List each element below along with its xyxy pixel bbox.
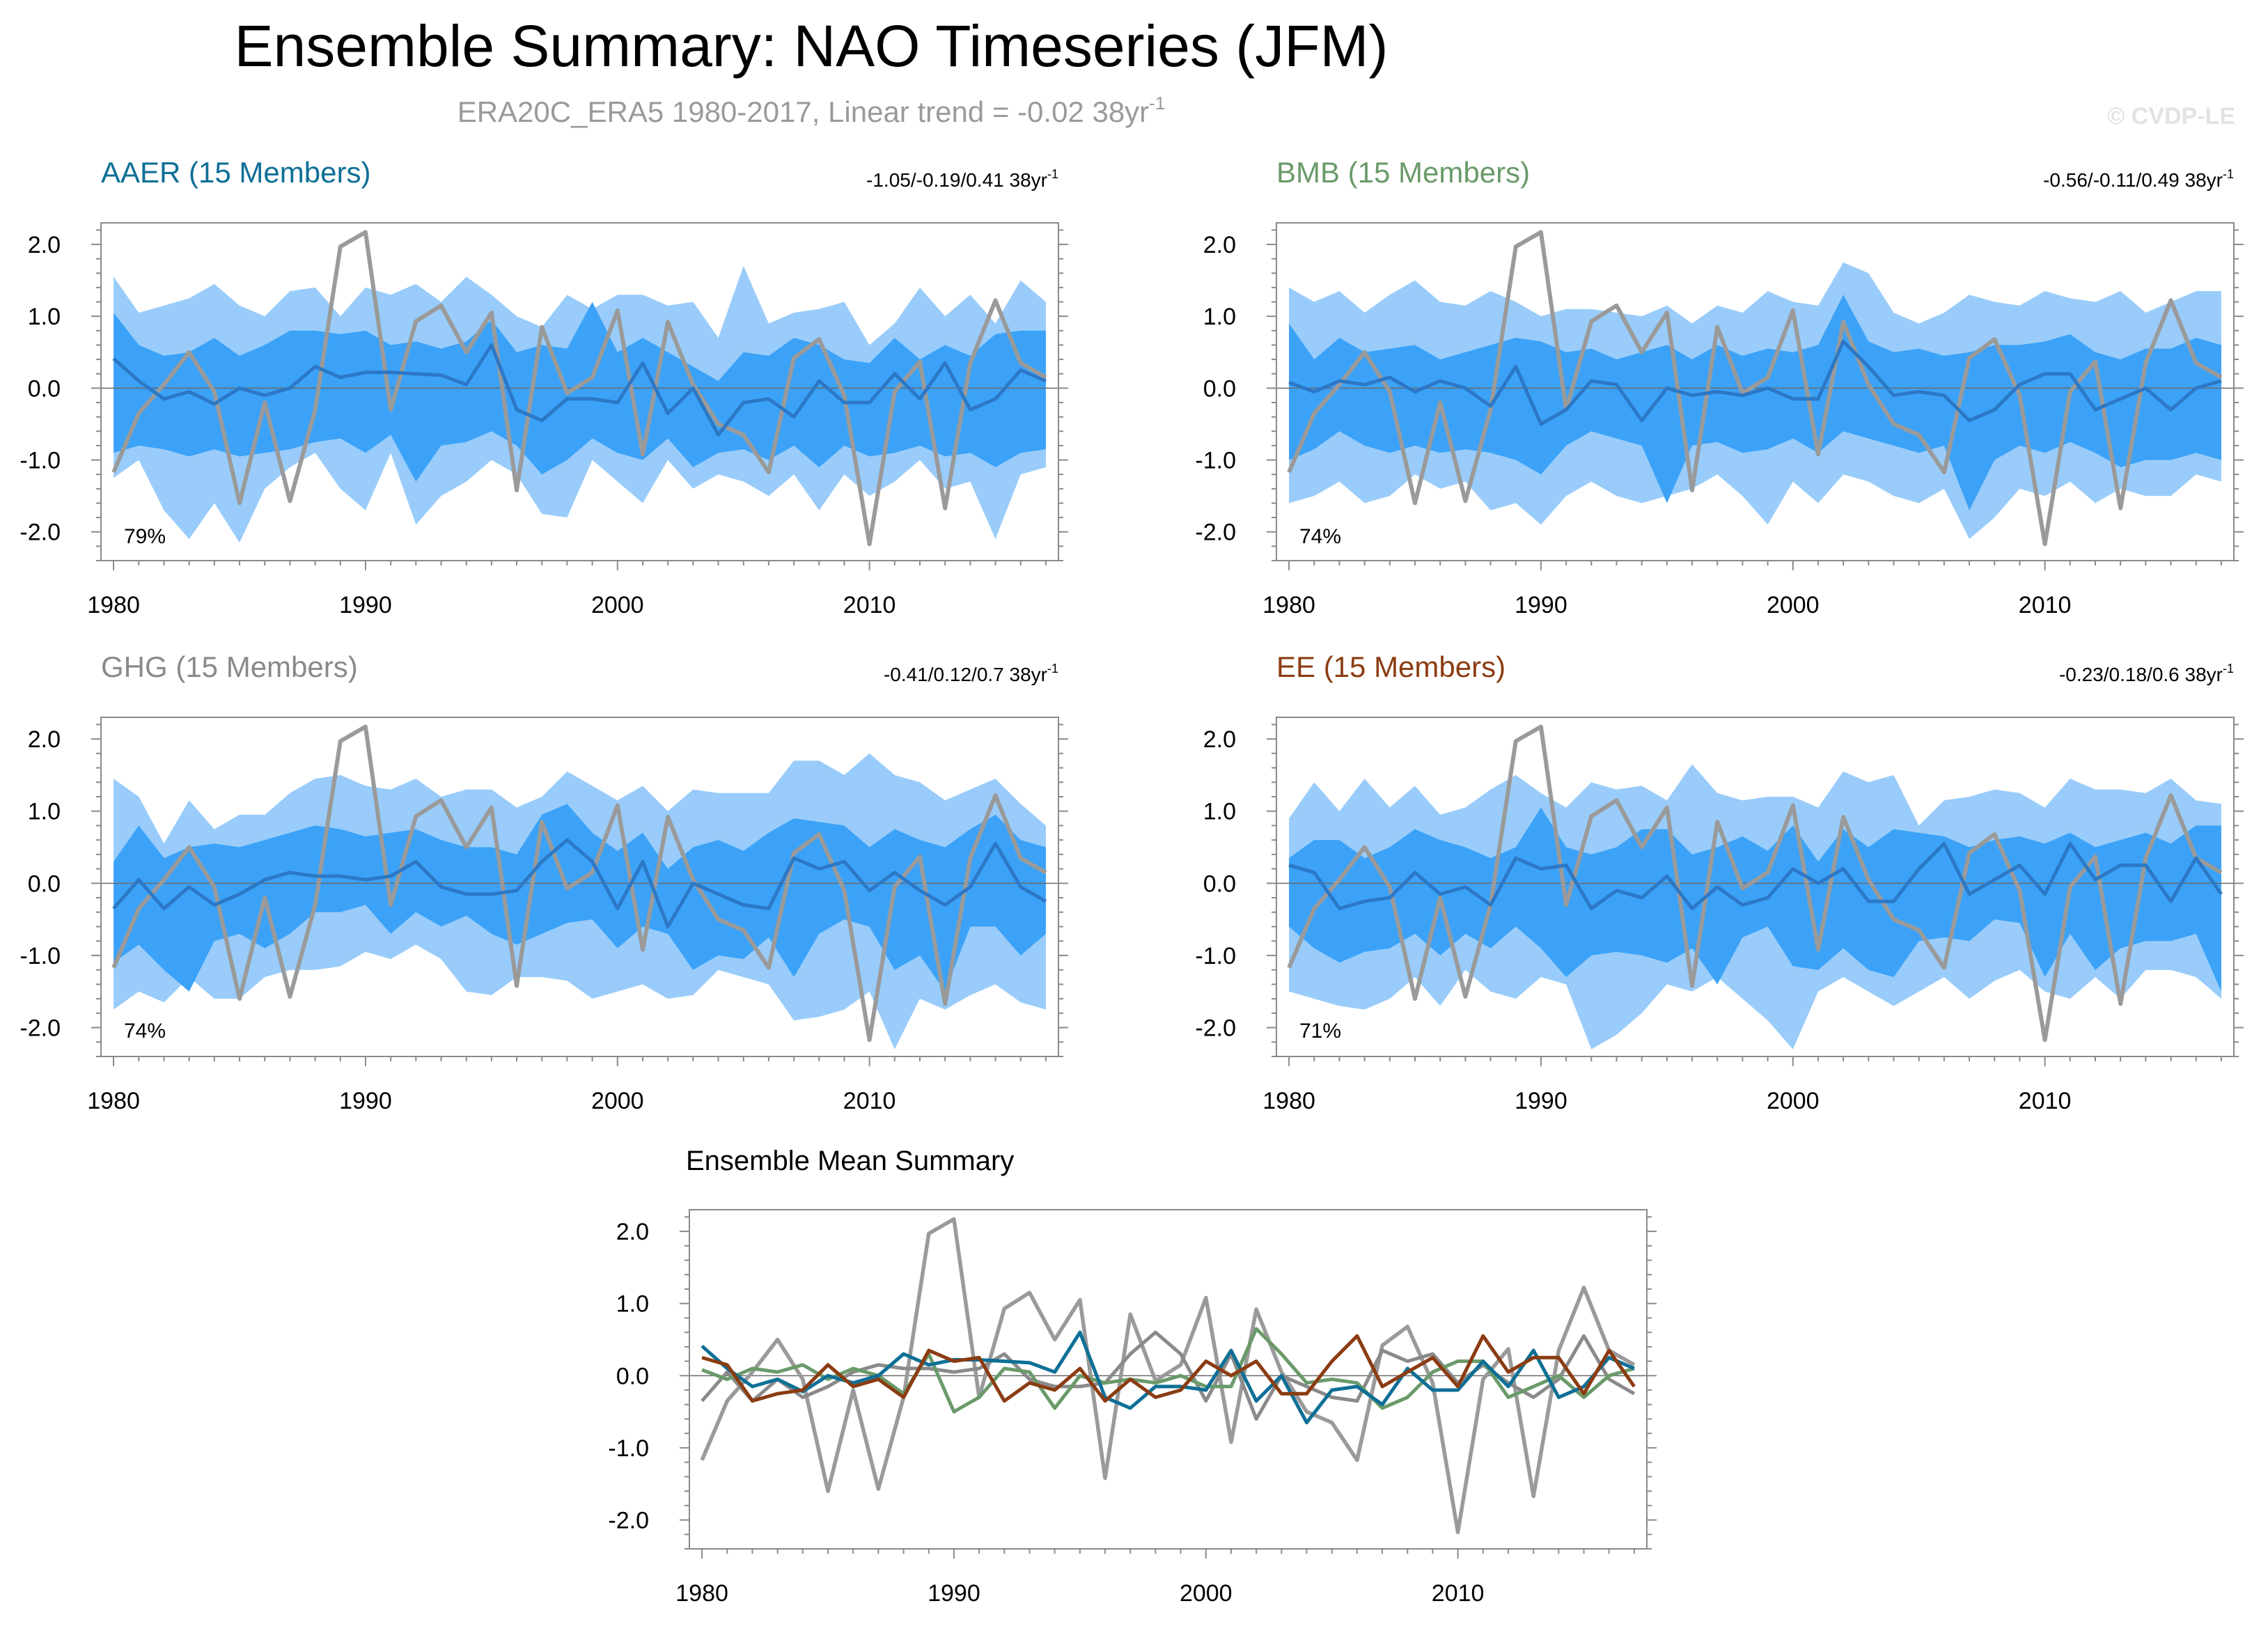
ensemble-mean-line bbox=[1288, 841, 2223, 911]
y-tick-label: 2.0 bbox=[28, 232, 61, 258]
ensemble-mean-line bbox=[112, 343, 1047, 437]
panel-4: 2.0 1.0 0.0 -1.0 -2.0 1980 1990 2000 2010 EE (15 … bbox=[1195, 650, 2244, 1114]
observation-line bbox=[1287, 230, 2223, 547]
subtitle-superscript: -1 bbox=[1149, 93, 1165, 114]
y-tick-label: -2.0 bbox=[19, 1015, 61, 1042]
x-tick-label: 2010 bbox=[843, 1088, 896, 1114]
x-tick-label: 2000 bbox=[591, 592, 644, 618]
x-tick-label: 2000 bbox=[591, 1088, 644, 1114]
plot-frame bbox=[1276, 222, 2235, 561]
x-tick-label: 2010 bbox=[843, 592, 896, 618]
plot-frame bbox=[1276, 717, 2235, 1057]
x-tick-label: 1980 bbox=[87, 1088, 140, 1114]
percent-label: 74% bbox=[1299, 525, 1341, 548]
percent-label: 74% bbox=[124, 1020, 166, 1043]
plot-frame bbox=[100, 222, 1059, 561]
ensemble-10-90-band bbox=[1289, 295, 2221, 510]
ensemble-10-90-band bbox=[114, 302, 1046, 482]
ensemble-10-90-band bbox=[114, 804, 1046, 992]
trend-stats: -0.23/0.18/0.6 38yr-1 bbox=[2059, 662, 2234, 685]
y-tick-label: 0.0 bbox=[1203, 871, 1236, 897]
y-tick-label: 1.0 bbox=[1203, 799, 1236, 825]
figure-subtitle: ERA20C_ERA5 1980-2017, Linear trend = -0… bbox=[457, 93, 1166, 128]
series-line-obs bbox=[700, 1217, 1636, 1534]
x-tick-label: 1980 bbox=[1262, 1088, 1315, 1114]
figure-title: Ensemble Summary: NAO Timeseries (JFM) bbox=[235, 13, 1389, 79]
watermark: © CVDP-LE bbox=[2107, 103, 2235, 130]
ensemble-mean-line bbox=[112, 838, 1047, 928]
panels-layer: 2.0 1.0 0.0 -1.0 -2.0 1980 1990 2000 2010 AAER (1… bbox=[19, 156, 2244, 1607]
y-tick-label: -1.0 bbox=[19, 943, 61, 969]
plot-frame bbox=[689, 1209, 1648, 1550]
y-tick-label: 0.0 bbox=[28, 375, 61, 402]
trend-stats-superscript: -1 bbox=[2223, 167, 2234, 181]
y-tick-label: -2.0 bbox=[1195, 1015, 1236, 1042]
x-tick-label: 1980 bbox=[1262, 592, 1315, 618]
panel-3: 2.0 1.0 0.0 -1.0 -2.0 1980 1990 2000 2010 GHG (15… bbox=[19, 650, 1068, 1114]
y-tick-label: 1.0 bbox=[28, 799, 61, 825]
y-tick-label: 2.0 bbox=[1203, 726, 1236, 753]
trend-stats-main: -0.41/0.12/0.7 38yr bbox=[884, 664, 1047, 685]
percent-label: 71% bbox=[1299, 1020, 1341, 1043]
x-tick-label: 2000 bbox=[1767, 592, 1820, 618]
trend-stats-main: -1.05/-0.19/0.41 38yr bbox=[866, 169, 1047, 191]
observation-line bbox=[111, 230, 1047, 547]
y-tick-label: -1.0 bbox=[1195, 448, 1236, 474]
x-tick-label: 1990 bbox=[928, 1580, 980, 1607]
subtitle-main: ERA20C_ERA5 1980-2017, Linear trend = -0… bbox=[457, 95, 1149, 128]
panel-title: Ensemble Mean Summary bbox=[686, 1146, 1014, 1176]
x-tick-label: 1990 bbox=[1515, 592, 1567, 618]
trend-stats-superscript: -1 bbox=[2223, 662, 2234, 676]
y-tick-label: 2.0 bbox=[28, 726, 61, 753]
panel-2: 2.0 1.0 0.0 -1.0 -2.0 1980 1990 2000 2010 BMB (15… bbox=[1195, 156, 2244, 618]
trend-stats: -0.41/0.12/0.7 38yr-1 bbox=[884, 662, 1058, 685]
series-line-bmb bbox=[701, 1327, 1635, 1414]
trend-stats: -1.05/-0.19/0.41 38yr-1 bbox=[866, 167, 1058, 191]
panel-title: GHG (15 Members) bbox=[101, 650, 358, 683]
ensemble-mean-line bbox=[1288, 339, 2222, 426]
trend-stats-superscript: -1 bbox=[1047, 662, 1058, 676]
y-tick-label: 1.0 bbox=[28, 304, 61, 330]
y-tick-label: 2.0 bbox=[616, 1219, 649, 1245]
trend-stats: -0.56/-0.11/0.49 38yr-1 bbox=[2043, 167, 2234, 191]
series-line-aaer bbox=[701, 1330, 1635, 1425]
x-tick-label: 1990 bbox=[1515, 1088, 1567, 1114]
trend-stats-superscript: -1 bbox=[1047, 167, 1058, 181]
y-tick-label: -1.0 bbox=[1195, 943, 1236, 969]
panel-title: BMB (15 Members) bbox=[1276, 156, 1530, 189]
x-tick-label: 2000 bbox=[1767, 1088, 1820, 1114]
y-tick-label: 2.0 bbox=[1203, 232, 1236, 258]
trend-stats-main: -0.23/0.18/0.6 38yr bbox=[2059, 664, 2223, 685]
y-tick-label: -2.0 bbox=[608, 1508, 649, 1534]
y-tick-label: -1.0 bbox=[608, 1435, 649, 1462]
y-tick-label: 1.0 bbox=[616, 1291, 649, 1318]
trend-stats-main: -0.56/-0.11/0.49 38yr bbox=[2043, 169, 2223, 191]
x-tick-label: 1980 bbox=[87, 592, 140, 618]
panel-1: 2.0 1.0 0.0 -1.0 -2.0 1980 1990 2000 2010 AAER (1… bbox=[19, 156, 1068, 618]
percent-label: 79% bbox=[124, 525, 166, 548]
x-tick-label: 2000 bbox=[1180, 1580, 1233, 1607]
x-tick-label: 1980 bbox=[675, 1580, 728, 1607]
x-tick-label: 2010 bbox=[2019, 1088, 2072, 1114]
y-tick-label: 0.0 bbox=[616, 1363, 649, 1389]
plot-frame bbox=[100, 717, 1059, 1057]
y-tick-label: 0.0 bbox=[1203, 375, 1236, 402]
y-tick-label: 0.0 bbox=[28, 871, 61, 897]
observation-line bbox=[1287, 724, 2223, 1043]
observation-line bbox=[111, 724, 1047, 1043]
y-tick-label: 1.0 bbox=[1203, 304, 1236, 330]
y-tick-label: -2.0 bbox=[19, 520, 61, 546]
x-tick-label: 1990 bbox=[339, 592, 392, 618]
x-tick-label: 2010 bbox=[2019, 592, 2072, 618]
panel-5: 2.0 1.0 0.0 -1.0 -2.0 1980 1990 2000 2010 Ensembl… bbox=[608, 1146, 1657, 1607]
x-tick-label: 1990 bbox=[339, 1088, 392, 1114]
panel-title: EE (15 Members) bbox=[1276, 650, 1506, 683]
y-tick-label: -1.0 bbox=[19, 448, 61, 474]
series-line-ee bbox=[701, 1334, 1636, 1403]
y-tick-label: -2.0 bbox=[1195, 520, 1236, 546]
panel-title: AAER (15 Members) bbox=[101, 156, 370, 189]
x-tick-label: 2010 bbox=[1432, 1580, 1485, 1607]
